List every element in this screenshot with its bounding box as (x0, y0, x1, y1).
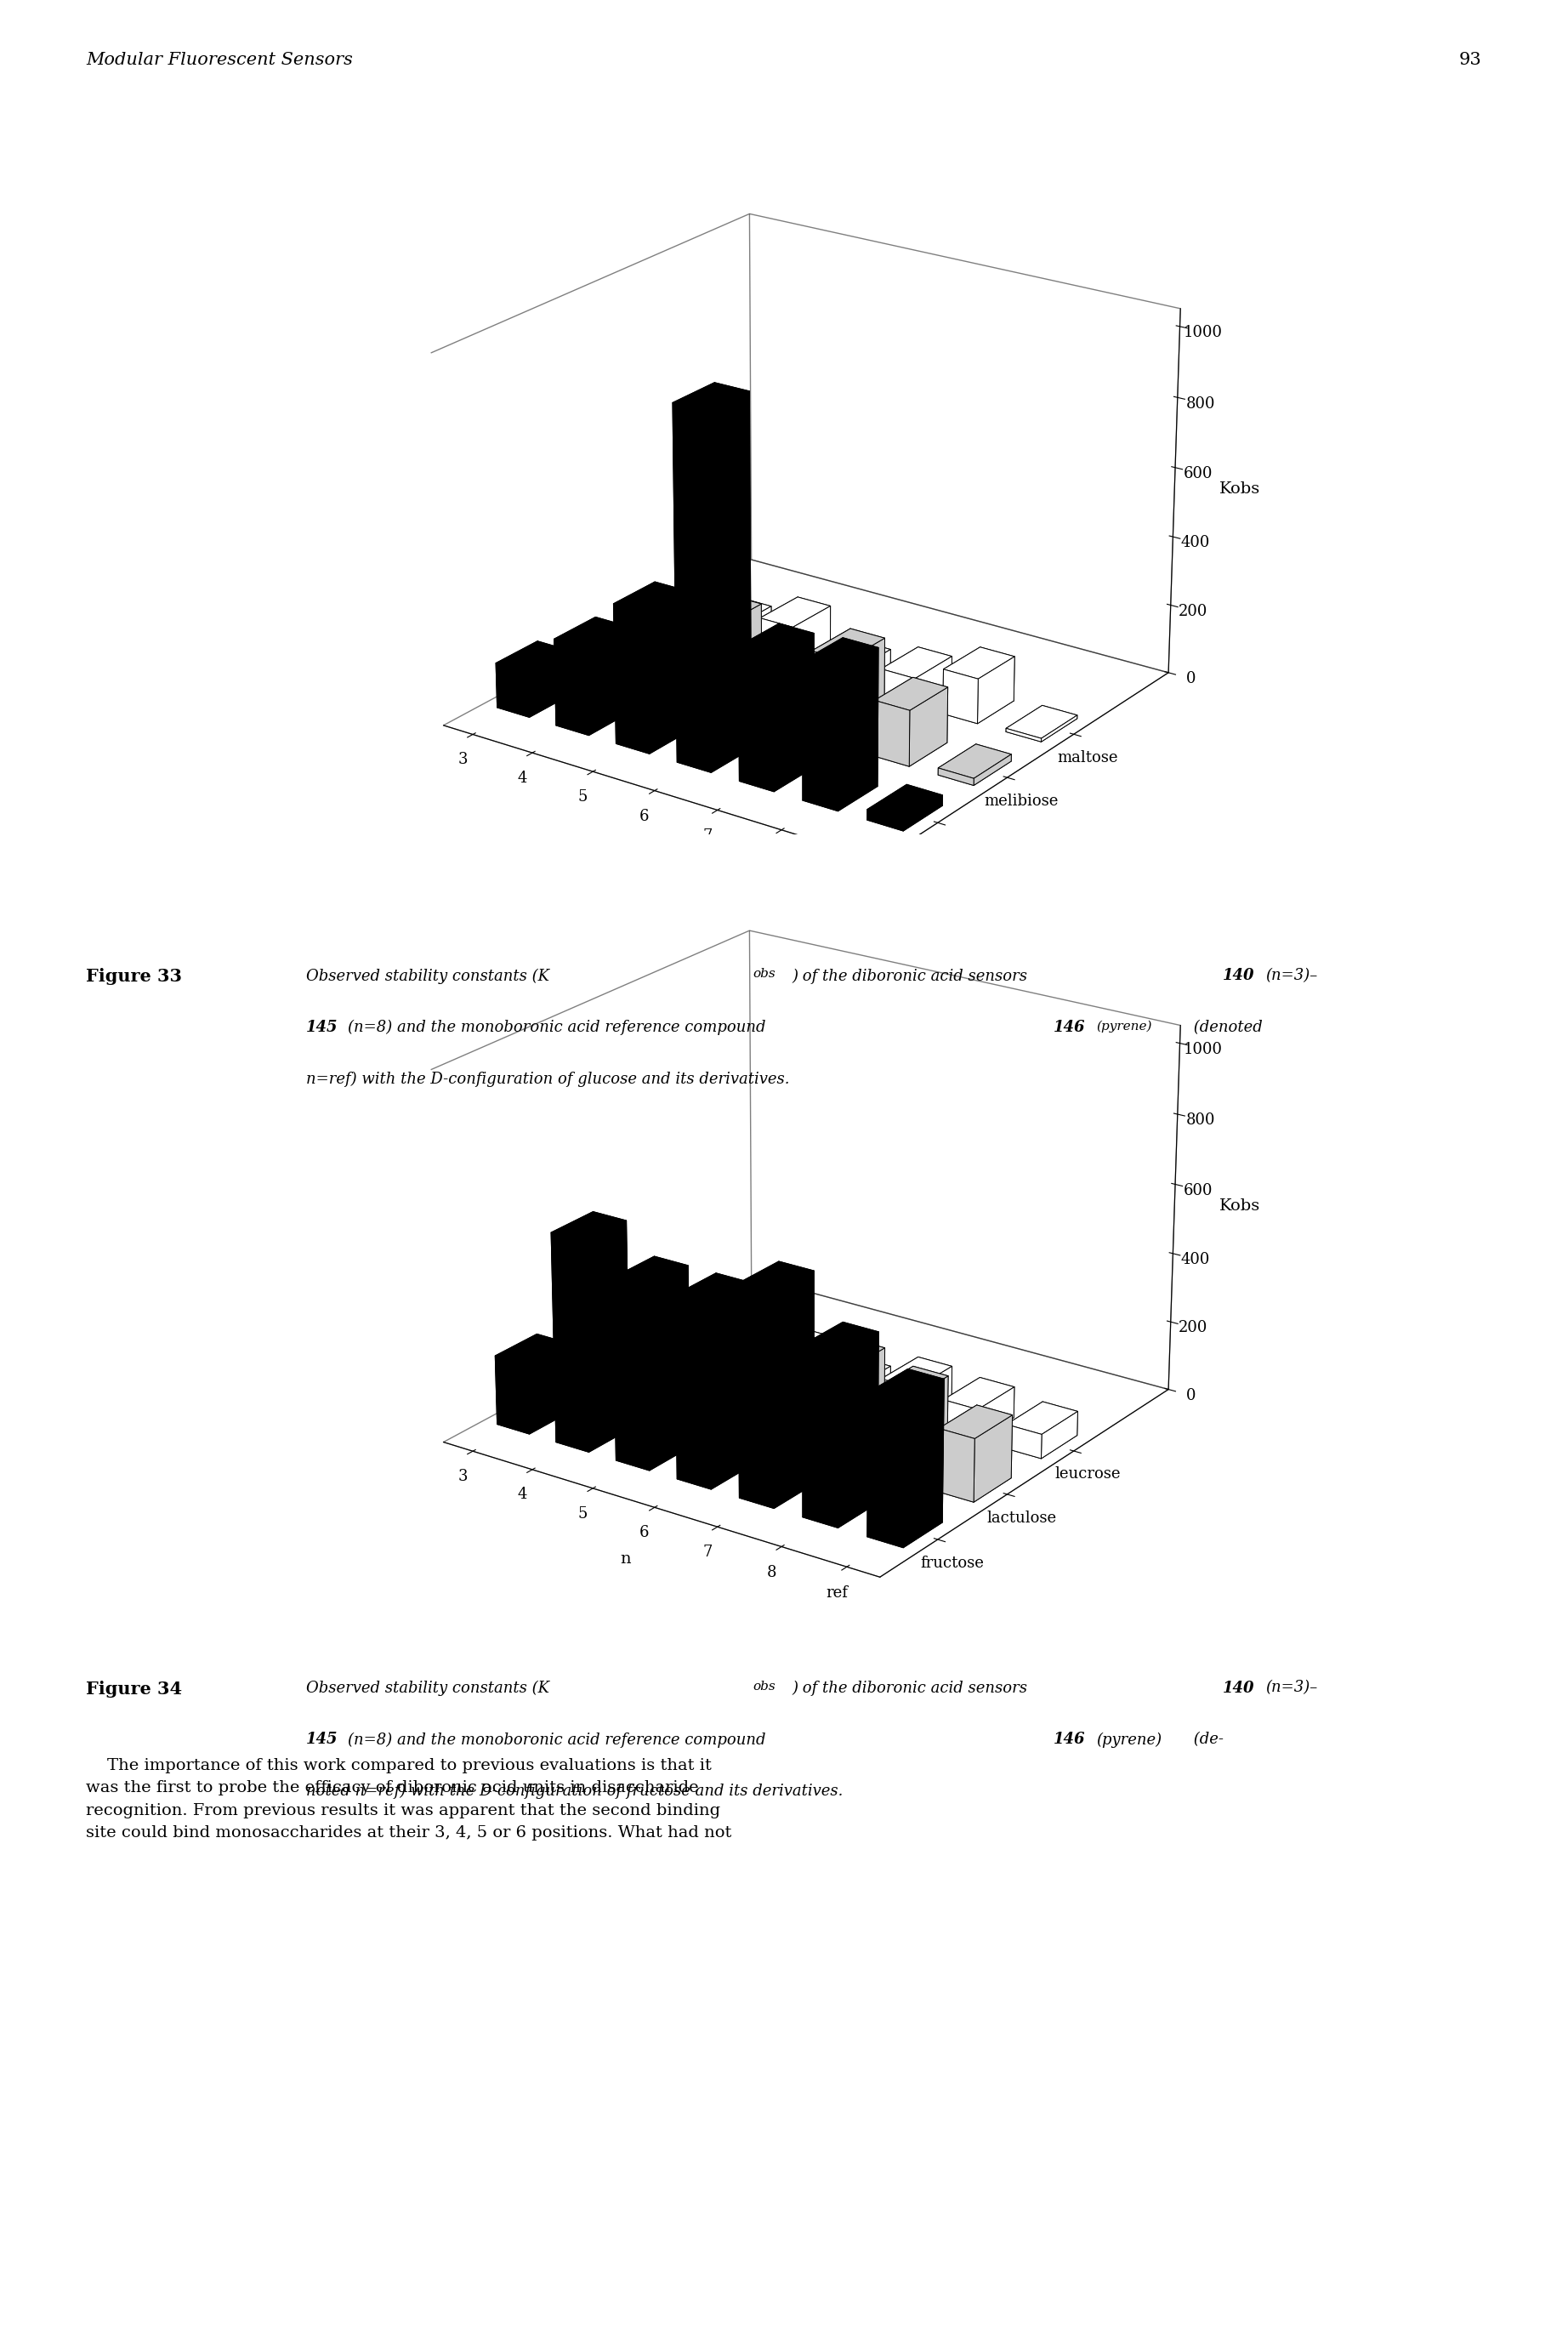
Text: 146: 146 (1054, 1732, 1085, 1748)
Text: ) of the diboronic acid sensors: ) of the diboronic acid sensors (792, 1680, 1032, 1697)
Text: (de-: (de- (1189, 1732, 1223, 1748)
Text: obs: obs (753, 1680, 776, 1692)
Text: noted n=ref) with the D-configuration of fructose and its derivatives.: noted n=ref) with the D-configuration of… (306, 1784, 842, 1800)
Text: (pyrene): (pyrene) (1096, 1020, 1152, 1032)
Text: 145: 145 (306, 1020, 337, 1036)
X-axis label: n: n (619, 1551, 630, 1567)
Text: 93: 93 (1458, 52, 1482, 68)
Text: The importance of this work compared to previous evaluations is that it
was the : The importance of this work compared to … (86, 1758, 732, 1840)
Text: 145: 145 (306, 1732, 337, 1748)
Text: 140: 140 (1223, 968, 1254, 985)
Text: (n=8) and the monoboronic acid reference compound: (n=8) and the monoboronic acid reference… (348, 1732, 771, 1748)
X-axis label: n: n (619, 834, 630, 851)
Text: n=ref) with the D-configuration of glucose and its derivatives.: n=ref) with the D-configuration of gluco… (306, 1072, 789, 1088)
Text: 146: 146 (1054, 1020, 1085, 1036)
Text: 140: 140 (1223, 1680, 1254, 1697)
Text: ) of the diboronic acid sensors: ) of the diboronic acid sensors (792, 968, 1032, 985)
Text: obs: obs (753, 968, 776, 980)
Text: (pyrene): (pyrene) (1096, 1732, 1162, 1748)
Text: (n=3)–: (n=3)– (1265, 1680, 1317, 1697)
Text: Figure 33: Figure 33 (86, 968, 182, 985)
Text: Figure 34: Figure 34 (86, 1680, 182, 1697)
Text: Observed stability constants (K: Observed stability constants (K (306, 1680, 549, 1697)
Text: (n=3)–: (n=3)– (1265, 968, 1317, 985)
Text: (denoted: (denoted (1189, 1020, 1262, 1036)
Text: Observed stability constants (K: Observed stability constants (K (306, 968, 549, 985)
Text: (n=8) and the monoboronic acid reference compound: (n=8) and the monoboronic acid reference… (348, 1020, 771, 1036)
Text: Modular Fluorescent Sensors: Modular Fluorescent Sensors (86, 52, 353, 68)
